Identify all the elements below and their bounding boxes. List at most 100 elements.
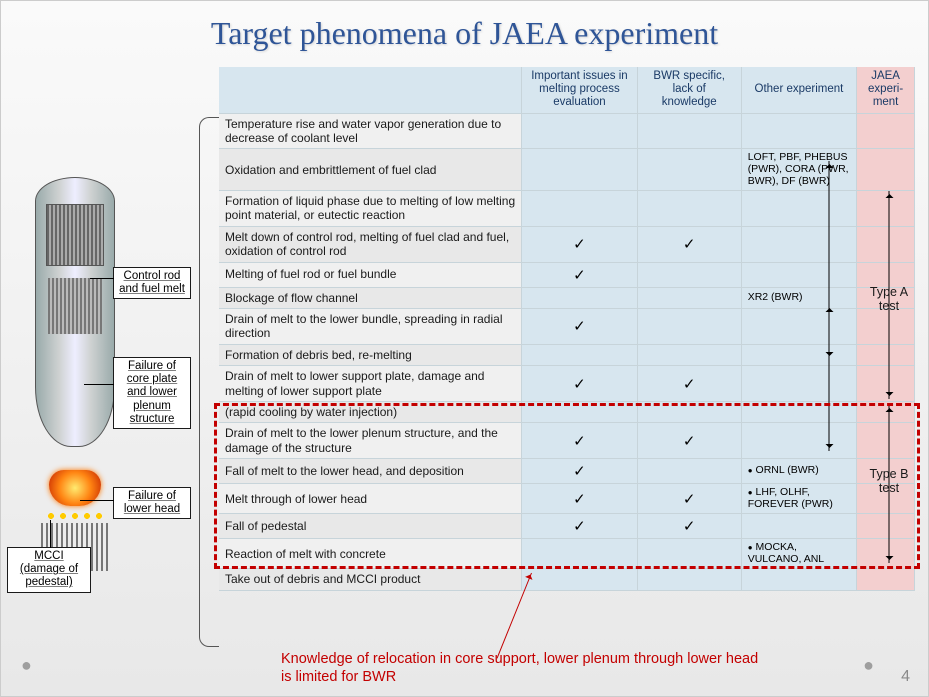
jaea-cell (857, 344, 915, 365)
phenomenon-cell: Blockage of flow channel (219, 287, 522, 308)
other-exp-cell (741, 262, 857, 287)
check-important: ✓ (522, 309, 638, 345)
other-exp-cell (741, 344, 857, 365)
other-exp-cell (741, 423, 857, 459)
check-bwr (637, 539, 741, 569)
jaea-cell (857, 262, 915, 287)
other-exp-cell: LOFT, PBF, PHEBUS (PWR), CORA (PWR, BWR)… (741, 149, 857, 191)
check-important: ✓ (522, 366, 638, 402)
jaea-cell (857, 149, 915, 191)
check-important (522, 539, 638, 569)
other-exp-cell (741, 309, 857, 345)
jaea-typea-label: Type A test (865, 285, 913, 313)
table-row: Drain of melt to the lower bundle, sprea… (219, 309, 915, 345)
other-exp-cell: ORNL (BWR) (741, 459, 857, 484)
table-row: Formation of debris bed, re-melting (219, 344, 915, 365)
phenomenon-cell: Reaction of melt with concrete (219, 539, 522, 569)
check-bwr (637, 569, 741, 590)
check-important (522, 113, 638, 149)
check-important (522, 569, 638, 590)
check-bwr: ✓ (637, 366, 741, 402)
content-area: Control rod and fuel melt Failure of cor… (1, 67, 928, 696)
check-bwr: ✓ (637, 226, 741, 262)
curly-brace (199, 117, 219, 647)
table-row: Drain of melt to lower support plate, da… (219, 366, 915, 402)
table-row: Melt through of lower head✓✓LHF, OLHF, F… (219, 484, 915, 514)
table-row: Formation of liquid phase due to melting… (219, 191, 915, 227)
check-important: ✓ (522, 423, 638, 459)
check-bwr (637, 262, 741, 287)
phenomenon-cell: Temperature rise and water vapor generat… (219, 113, 522, 149)
check-important: ✓ (522, 514, 638, 539)
table-header-row: Important issues in melting process eval… (219, 67, 915, 113)
callout-note: Knowledge of relocation in core support,… (281, 651, 761, 686)
reactor-vessel-shape (35, 177, 115, 447)
other-exp-cell (741, 569, 857, 590)
check-bwr: ✓ (637, 484, 741, 514)
phenomenon-cell: Fall of pedestal (219, 514, 522, 539)
jaea-cell (857, 226, 915, 262)
phenomenon-cell: (rapid cooling by water injection) (219, 401, 522, 422)
other-exp-cell (741, 113, 857, 149)
col-other: Other experiment (741, 67, 857, 113)
col-bwr: BWR specific, lack of knowledge (637, 67, 741, 113)
check-bwr: ✓ (637, 423, 741, 459)
jaea-typeb-label: Type B test (865, 467, 913, 495)
table-row: Drain of melt to the lower plenum struct… (219, 423, 915, 459)
other-exp-span-xr2 (829, 305, 830, 359)
phenomenon-cell: Fall of melt to the lower head, and depo… (219, 459, 522, 484)
table-row: Reaction of melt with concreteMOCKA, VUL… (219, 539, 915, 569)
check-bwr (637, 113, 741, 149)
phenomenon-cell: Melting of fuel rod or fuel bundle (219, 262, 522, 287)
col-phenomenon (219, 67, 522, 113)
diagram-label-lower-head: Failure of lower head (113, 487, 191, 519)
diagram-label-control-rod: Control rod and fuel melt (113, 267, 191, 299)
diagram-label-core-plate: Failure of core plate and lower plenum s… (113, 357, 191, 429)
check-bwr (637, 287, 741, 308)
check-important (522, 191, 638, 227)
other-exp-cell (741, 514, 857, 539)
other-exp-cell: LHF, OLHF, FOREVER (PWR) (741, 484, 857, 514)
table-row: Melt down of control rod, melting of fue… (219, 226, 915, 262)
jaea-cell (857, 309, 915, 345)
check-bwr (637, 459, 741, 484)
phenomenon-cell: Oxidation and embrittlement of fuel clad (219, 149, 522, 191)
debris-beads-shape (45, 509, 105, 523)
jaea-cell (857, 514, 915, 539)
other-exp-cell (741, 366, 857, 402)
check-bwr (637, 149, 741, 191)
check-important: ✓ (522, 459, 638, 484)
check-important: ✓ (522, 262, 638, 287)
other-exp-cell (741, 226, 857, 262)
table-row: Oxidation and embrittlement of fuel clad… (219, 149, 915, 191)
diagram-label-mcci: MCCI (damage of pedestal) (7, 547, 91, 593)
phenomenon-cell: Drain of melt to the lower plenum struct… (219, 423, 522, 459)
col-important: Important issues in melting process eval… (522, 67, 638, 113)
nav-dot-left: ● (21, 655, 32, 676)
col-jaea: JAEA experi-ment (857, 67, 915, 113)
check-important (522, 149, 638, 191)
check-bwr (637, 191, 741, 227)
phenomena-table: Important issues in melting process eval… (219, 67, 915, 591)
phenomenon-cell: Formation of liquid phase due to melting… (219, 191, 522, 227)
other-exp-cell: XR2 (BWR) (741, 287, 857, 308)
jaea-cell (857, 569, 915, 590)
table-row: Temperature rise and water vapor generat… (219, 113, 915, 149)
nav-dot-right: ● (863, 655, 874, 676)
jaea-cell (857, 539, 915, 569)
other-exp-cell (741, 191, 857, 227)
page-number: 4 (901, 668, 910, 686)
table-row: (rapid cooling by water injection) (219, 401, 915, 422)
phenomenon-cell: Drain of melt to the lower bundle, sprea… (219, 309, 522, 345)
phenomenon-cell: Drain of melt to lower support plate, da… (219, 366, 522, 402)
phenomenon-cell: Take out of debris and MCCI product (219, 569, 522, 590)
check-important: ✓ (522, 226, 638, 262)
check-important (522, 401, 638, 422)
table-row: Melting of fuel rod or fuel bundle✓ (219, 262, 915, 287)
table-row: Blockage of flow channel XR2 (BWR) (219, 287, 915, 308)
check-important (522, 344, 638, 365)
table-row: Fall of melt to the lower head, and depo… (219, 459, 915, 484)
check-important (522, 287, 638, 308)
jaea-cell (857, 423, 915, 459)
phenomenon-cell: Melt down of control rod, melting of fue… (219, 226, 522, 262)
